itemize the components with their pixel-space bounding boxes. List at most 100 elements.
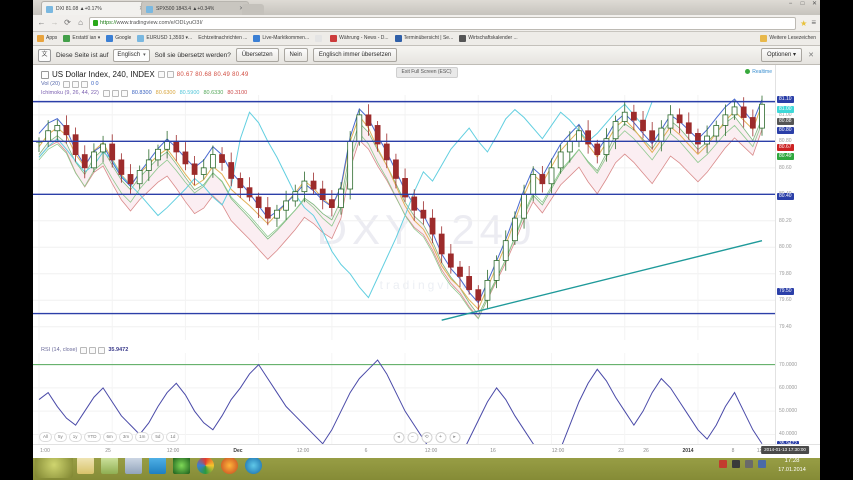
shield-icon[interactable]: [173, 457, 190, 474]
address-bar[interactable]: https://www.tradingview.com/e/ODLyuO3I/: [89, 16, 797, 30]
hide-icon[interactable]: [166, 71, 174, 78]
realtime-status[interactable]: Realtime: [745, 69, 772, 75]
volume-value: 0 0: [90, 81, 99, 87]
battery-icon[interactable]: [719, 460, 727, 468]
back-icon[interactable]: ←: [37, 18, 46, 27]
time-tick: 25: [105, 448, 111, 454]
settings-icon[interactable]: [80, 347, 88, 354]
decline-translate-button[interactable]: Nein: [283, 48, 308, 62]
news-icon: [253, 35, 261, 42]
tab-favicon: [146, 5, 153, 13]
time-scale[interactable]: 1:00 25 12:00 Dec 12:00 6 12:00 16 12:00 23 26 2014…: [33, 444, 820, 458]
media-icon[interactable]: [125, 457, 142, 474]
bookmark-item[interactable]: Terminübersicht | Se...: [394, 35, 454, 42]
settings-icon[interactable]: [157, 71, 165, 78]
zoom-button[interactable]: +: [435, 432, 446, 443]
rsi-controls[interactable]: [80, 347, 106, 354]
tab-0[interactable]: DXI 81.08 ▲+0.17% ✕: [41, 1, 149, 16]
zoom-button[interactable]: −: [407, 432, 418, 443]
ichimoku-value-4: 80.3100: [227, 90, 248, 96]
folder-icon[interactable]: [77, 457, 94, 474]
range-button[interactable]: 1m: [135, 432, 150, 442]
volume-icon[interactable]: [732, 460, 740, 468]
range-selector[interactable]: All 5y 1y YTD 6m 3m 1m 5d 1d: [39, 432, 180, 442]
ichimoku-controls[interactable]: [102, 90, 128, 97]
close-button[interactable]: ✕: [811, 1, 818, 7]
legend-controls[interactable]: [157, 71, 174, 78]
price-panel[interactable]: [33, 95, 776, 340]
bookmark-more[interactable]: Weitere Lesezeichen: [760, 35, 816, 42]
range-button[interactable]: YTD: [83, 432, 101, 442]
edge-icon[interactable]: [245, 457, 262, 474]
always-translate-button[interactable]: Englisch immer übersetzen: [312, 48, 398, 62]
bookmark-label: Google: [115, 35, 132, 41]
flag-icon[interactable]: [758, 460, 766, 468]
range-button[interactable]: 5d: [151, 432, 165, 442]
volume-label: Vol (20): [41, 81, 60, 87]
network-icon[interactable]: [745, 460, 753, 468]
volume-controls[interactable]: [62, 81, 88, 88]
language-select[interactable]: Englisch ▾: [113, 48, 150, 62]
chart-legend-symbol: US Dollar Index, 240, INDEX 80.67 80.68 …: [41, 70, 249, 79]
url-text: https://www.tradingview.com/e/ODLyuO3I/: [100, 19, 203, 27]
minimize-button[interactable]: −: [788, 1, 793, 7]
explorer-icon[interactable]: [101, 457, 118, 474]
firefox-icon[interactable]: [221, 457, 238, 474]
chrome-icon[interactable]: [197, 457, 214, 474]
range-button[interactable]: 3m: [118, 432, 134, 442]
translate-button[interactable]: Übersetzen: [235, 48, 279, 62]
series-visibility-checkbox[interactable]: [41, 70, 49, 79]
tradingview-chart[interactable]: Exit Full Screen (ESC) DXY 240 tradingvi…: [33, 65, 820, 458]
remove-icon[interactable]: [98, 347, 106, 354]
price-badge: 81.00: [777, 106, 794, 113]
bookmark-label: Weitere Lesezeichen: [769, 35, 816, 41]
bookmark-star-icon[interactable]: ★: [800, 18, 808, 28]
forward-icon[interactable]: →: [50, 18, 59, 27]
price-scale[interactable]: 81.00 80.80 80.60 80.40 80.20 80.00 79.80 79.60…: [775, 65, 820, 458]
tab-1[interactable]: SPX500 1843.4 ▲+0.34% ✕: [141, 1, 249, 16]
chevron-down-icon: ▾: [143, 52, 146, 58]
tab-close-icon[interactable]: ✕: [239, 6, 244, 12]
remove-icon[interactable]: [120, 90, 128, 97]
bookmark-label: Terminübersicht | Se...: [403, 35, 454, 41]
hide-icon[interactable]: [89, 347, 97, 354]
range-button[interactable]: 5y: [54, 432, 67, 442]
bookmark-item[interactable]: Apps: [37, 35, 57, 42]
bookmark-item[interactable]: Google: [106, 35, 131, 42]
bookmark-item[interactable]: Erstatt/ ian ▾: [63, 35, 100, 42]
range-button[interactable]: 1d: [166, 432, 180, 442]
clock[interactable]: 17:28 17.01.2014: [768, 457, 816, 475]
new-tab-button[interactable]: [242, 4, 264, 15]
symbol-label: US Dollar Index, 240, INDEX: [52, 70, 155, 79]
hide-icon[interactable]: [111, 90, 119, 97]
price-badge: 80.49: [777, 153, 794, 160]
zoom-controls[interactable]: ◂ − ⟲ + ▸: [393, 432, 460, 443]
range-button[interactable]: 1y: [68, 432, 82, 442]
hide-icon[interactable]: [71, 81, 79, 88]
home-icon[interactable]: ⌂: [78, 18, 83, 27]
bookmark-item[interactable]: Echtzeitnachrichten ...: [198, 35, 247, 42]
bookmark-item[interactable]: Wirtschaftskalender ...: [459, 35, 518, 42]
bookmark-item[interactable]: Live-Marktkommen...: [253, 35, 309, 42]
remove-icon[interactable]: [80, 81, 88, 88]
chrome-menu-icon[interactable]: ≡: [811, 18, 816, 27]
zoom-button[interactable]: ◂: [393, 432, 404, 443]
bookmark-item[interactable]: Währung - News - D...: [330, 35, 389, 42]
range-button[interactable]: All: [39, 432, 53, 442]
rsi-tick: 60.0000: [779, 384, 798, 391]
translate-options-button[interactable]: Optionen ▾: [760, 48, 802, 62]
time-tick: 12:00: [551, 448, 565, 454]
bookmark-item[interactable]: [315, 35, 324, 42]
bookmark-item[interactable]: EURUSD 1,3593 ▾...: [137, 35, 192, 42]
close-infobar-icon[interactable]: ✕: [808, 52, 814, 59]
start-button[interactable]: [35, 456, 73, 478]
zoom-button[interactable]: ⟲: [421, 432, 432, 443]
settings-icon[interactable]: [102, 90, 110, 97]
time-tick: 1:00: [40, 448, 50, 454]
maximize-button[interactable]: □: [800, 1, 805, 7]
zoom-button[interactable]: ▸: [449, 432, 460, 443]
settings-icon[interactable]: [62, 81, 70, 88]
skype-icon[interactable]: [149, 457, 166, 474]
range-button[interactable]: 6m: [102, 432, 117, 442]
reload-icon[interactable]: ⟳: [64, 18, 71, 27]
